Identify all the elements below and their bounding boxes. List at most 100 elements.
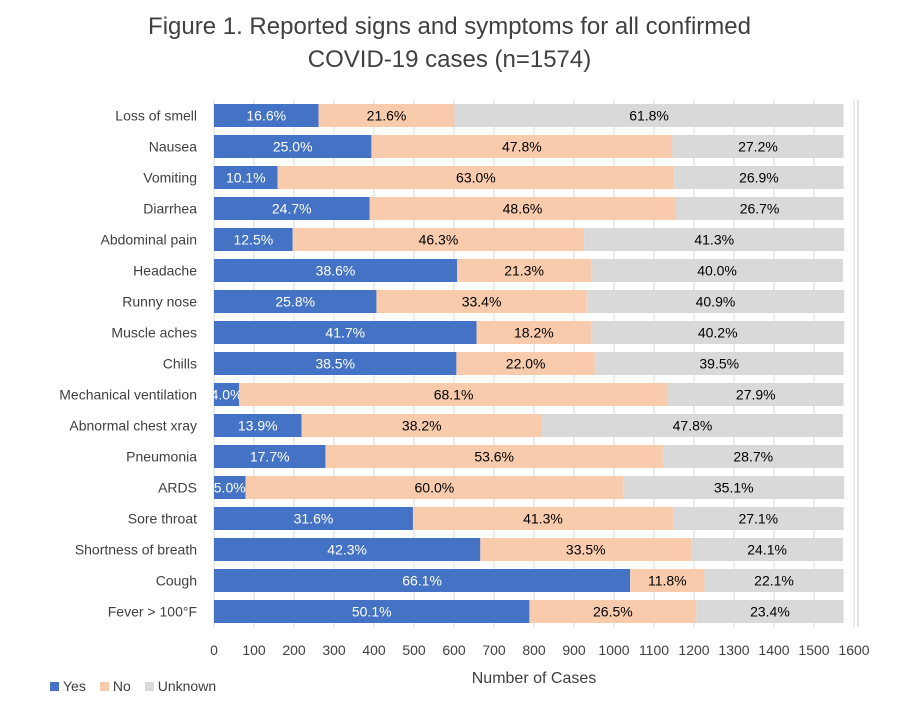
bar-segment-unknown [454,104,844,127]
data-label: 50.1% [352,604,392,620]
legend-item-unknown: Unknown [144,678,217,694]
category-label: Diarrhea [143,201,197,217]
bar-segment-no [277,166,675,189]
bar-segment-unknown [662,445,844,468]
x-tick-label: 1200 [678,642,709,658]
data-label: 41.7% [325,325,365,341]
legend-label: Yes [63,678,86,694]
bar-segment-yes [214,600,530,623]
bar-segment-yes [214,383,240,406]
category-labels: Loss of smell Nausea Vomiting Diarrhea Abdom… [59,108,197,620]
bar-segment-no [301,414,543,437]
data-label: 33.5% [566,542,606,558]
bar-segment-no [325,445,663,468]
legend-label: Unknown [157,678,217,694]
chart-title-line-2: COVID-19 cases (n=1574) [307,46,592,73]
data-label: 38.6% [316,263,356,279]
bar-segment-no [457,259,592,282]
category-label: Muscle aches [111,325,197,341]
bar-segment-unknown [704,569,844,592]
data-label: 68.1% [434,387,474,403]
x-tick-label: 1400 [758,642,789,658]
data-label: 23.4% [750,604,790,620]
bar-segment-unknown [667,383,844,406]
data-label: 22.0% [506,356,546,372]
data-label: 41.3% [523,511,563,527]
data-label: 40.0% [697,263,737,279]
bar-segment-no [456,352,595,375]
category-label: Cough [156,573,197,589]
bar-segment-yes [214,414,302,437]
legend-swatch [144,681,154,691]
category-label: Nausea [149,139,197,155]
legend-swatch [99,681,109,691]
x-tick-label: 600 [442,642,466,658]
bar-segment-unknown [672,507,844,530]
x-axis-title: Number of Cases [472,670,597,687]
bar-segment-yes [214,135,372,158]
bar-segment-yes [214,228,293,251]
bar-segment-unknown [594,352,844,375]
bar-segment-unknown [691,538,843,561]
bar-segment-unknown [696,600,844,623]
data-label: 26.5% [593,604,633,620]
bar-segment-no [239,383,668,406]
bar-segment-yes [214,290,377,313]
data-label: 27.2% [738,139,778,155]
x-tick-label: 300 [322,642,346,658]
data-label: 24.1% [747,542,787,558]
data-label: 47.8% [673,418,713,434]
bar-segment-yes [214,352,457,375]
data-label: 27.1% [738,511,778,527]
bar-segment-yes [214,476,246,499]
data-label: 10.1% [226,170,266,186]
data-label: 48.6% [503,201,543,217]
bar-segment-no [371,135,673,158]
data-label: 39.5% [699,356,739,372]
data-label: 26.7% [740,201,780,217]
data-label: 66.1% [402,573,442,589]
chart-title: Figure 1. Reported signs and symptoms fo… [0,10,899,76]
data-label: 61.8% [629,108,669,124]
bar-segment-unknown [584,228,845,251]
x-tick-label: 1500 [798,642,829,658]
data-label: 60.0% [415,480,455,496]
data-label: 5.0% [214,480,246,496]
chart-title-line-1: Figure 1. Reported signs and symptoms fo… [148,13,751,40]
category-label: Sore throat [128,511,197,527]
bar-segment-no [412,507,673,530]
data-label: 13.9% [238,418,278,434]
data-label: 35.1% [714,480,754,496]
x-tick-label: 500 [402,642,426,658]
data-label: 17.7% [250,449,290,465]
data-label: 38.5% [315,356,355,372]
x-tick-label: 200 [282,642,306,658]
data-label: 27.9% [736,387,776,403]
x-tick-label: 1300 [718,642,749,658]
x-tick-label: 400 [362,642,386,658]
bar-segment-no [630,569,705,592]
x-tick-label: 1000 [598,642,629,658]
bar-segment-no [376,290,587,313]
data-label: 33.4% [462,294,502,310]
data-label: 24.7% [272,201,312,217]
category-label: Mechanical ventilation [59,387,197,403]
bar-segment-yes [214,104,319,127]
x-tick-label: 800 [522,642,546,658]
data-label: 11.8% [648,573,687,589]
x-tick-label: 900 [562,642,586,658]
bar-segment-no [529,600,697,623]
data-label: 31.6% [294,511,334,527]
data-label: 40.2% [698,325,738,341]
bar-segment-yes [214,197,370,220]
bar-segment-unknown [674,166,844,189]
x-tick-labels: 0 100 200 300 400 500 600 700 800 900 1000 1100 1200… [210,642,870,658]
category-label: Abnormal chest xray [69,418,197,434]
legend: Yes No Unknown [50,678,216,694]
bars: 16.6% 21.6% 61.8% 25.0% 47.8% 27.2% 10.1% 63.0%… [211,104,845,623]
data-label: 21.6% [367,108,407,124]
data-label: 25.0% [273,139,313,155]
data-label: 21.3% [504,263,544,279]
data-label: 47.8% [502,139,542,155]
bar-segment-yes [214,538,481,561]
